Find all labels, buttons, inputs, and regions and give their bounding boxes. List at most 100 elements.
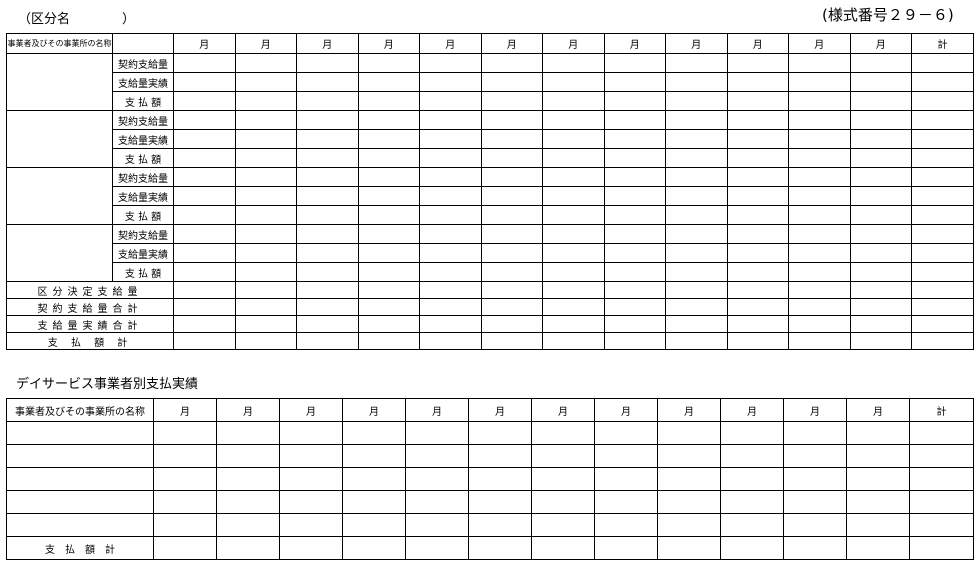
value-cell[interactable] — [296, 298, 359, 316]
value-cell[interactable] — [6, 421, 154, 445]
value-cell[interactable] — [216, 421, 280, 445]
value-cell[interactable] — [849, 167, 912, 187]
value-cell[interactable] — [788, 167, 851, 187]
value-cell[interactable] — [726, 243, 789, 263]
value-cell[interactable] — [911, 315, 974, 333]
value-cell[interactable] — [279, 421, 343, 445]
value-cell[interactable] — [849, 281, 912, 299]
value-cell[interactable] — [911, 129, 974, 149]
value-cell[interactable] — [911, 224, 974, 244]
value-cell[interactable] — [296, 315, 359, 333]
value-cell[interactable] — [468, 444, 532, 468]
value-cell[interactable] — [419, 53, 482, 73]
value-cell[interactable] — [216, 490, 280, 514]
value-cell[interactable] — [726, 91, 789, 111]
value-cell[interactable] — [480, 262, 543, 282]
value-cell[interactable] — [726, 224, 789, 244]
value-cell[interactable] — [783, 421, 847, 445]
value-cell[interactable] — [468, 421, 532, 445]
value-cell[interactable] — [657, 467, 721, 491]
value-cell[interactable] — [846, 513, 910, 537]
value-cell[interactable] — [720, 513, 784, 537]
value-cell[interactable] — [419, 243, 482, 263]
value-cell[interactable] — [909, 490, 974, 514]
value-cell[interactable] — [726, 186, 789, 206]
value-cell[interactable] — [911, 167, 974, 187]
value-cell[interactable] — [603, 129, 666, 149]
value-cell[interactable] — [173, 72, 236, 92]
value-cell[interactable] — [911, 72, 974, 92]
provider-name-cell[interactable] — [6, 224, 113, 282]
value-cell[interactable] — [788, 243, 851, 263]
value-cell[interactable] — [788, 298, 851, 316]
value-cell[interactable] — [849, 72, 912, 92]
value-cell[interactable] — [726, 72, 789, 92]
value-cell[interactable] — [909, 444, 974, 468]
value-cell[interactable] — [153, 444, 217, 468]
value-cell[interactable] — [783, 467, 847, 491]
value-cell[interactable] — [296, 53, 359, 73]
value-cell[interactable] — [665, 315, 728, 333]
value-cell[interactable] — [296, 205, 359, 225]
value-cell[interactable] — [665, 205, 728, 225]
value-cell[interactable] — [665, 167, 728, 187]
value-cell[interactable] — [849, 53, 912, 73]
value-cell[interactable] — [480, 243, 543, 263]
value-cell[interactable] — [603, 91, 666, 111]
value-cell[interactable] — [603, 110, 666, 130]
value-cell[interactable] — [296, 72, 359, 92]
value-cell[interactable] — [542, 243, 605, 263]
value-cell[interactable] — [911, 110, 974, 130]
value-cell[interactable] — [542, 281, 605, 299]
value-cell[interactable] — [603, 186, 666, 206]
value-cell[interactable] — [603, 53, 666, 73]
value-cell[interactable] — [419, 148, 482, 168]
value-cell[interactable] — [419, 262, 482, 282]
value-cell[interactable] — [480, 91, 543, 111]
value-cell[interactable] — [849, 91, 912, 111]
value-cell[interactable] — [657, 490, 721, 514]
value-cell[interactable] — [342, 490, 406, 514]
value-cell[interactable] — [357, 53, 420, 73]
value-cell[interactable] — [531, 421, 595, 445]
value-cell[interactable] — [911, 91, 974, 111]
value-cell[interactable] — [720, 490, 784, 514]
value-cell[interactable] — [357, 110, 420, 130]
value-cell[interactable] — [542, 298, 605, 316]
value-cell[interactable] — [468, 513, 532, 537]
value-cell[interactable] — [279, 536, 343, 560]
value-cell[interactable] — [911, 148, 974, 168]
value-cell[interactable] — [419, 167, 482, 187]
value-cell[interactable] — [911, 186, 974, 206]
value-cell[interactable] — [342, 513, 406, 537]
value-cell[interactable] — [153, 490, 217, 514]
value-cell[interactable] — [216, 467, 280, 491]
value-cell[interactable] — [531, 444, 595, 468]
value-cell[interactable] — [849, 224, 912, 244]
value-cell[interactable] — [234, 72, 297, 92]
value-cell[interactable] — [296, 129, 359, 149]
value-cell[interactable] — [234, 129, 297, 149]
value-cell[interactable] — [234, 315, 297, 333]
value-cell[interactable] — [342, 467, 406, 491]
value-cell[interactable] — [234, 148, 297, 168]
value-cell[interactable] — [542, 129, 605, 149]
value-cell[interactable] — [846, 421, 910, 445]
value-cell[interactable] — [594, 467, 658, 491]
value-cell[interactable] — [726, 110, 789, 130]
value-cell[interactable] — [726, 298, 789, 316]
value-cell[interactable] — [357, 298, 420, 316]
value-cell[interactable] — [419, 315, 482, 333]
value-cell[interactable] — [783, 536, 847, 560]
value-cell[interactable] — [480, 332, 543, 350]
value-cell[interactable] — [419, 72, 482, 92]
value-cell[interactable] — [234, 298, 297, 316]
value-cell[interactable] — [357, 72, 420, 92]
value-cell[interactable] — [279, 513, 343, 537]
value-cell[interactable] — [911, 281, 974, 299]
value-cell[interactable] — [357, 91, 420, 111]
value-cell[interactable] — [603, 205, 666, 225]
value-cell[interactable] — [849, 205, 912, 225]
provider-name-cell[interactable] — [6, 110, 113, 168]
value-cell[interactable] — [357, 262, 420, 282]
